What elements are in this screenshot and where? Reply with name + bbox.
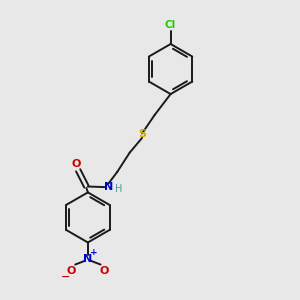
Text: N: N (104, 182, 113, 192)
Text: O: O (67, 266, 76, 276)
Text: H: H (115, 184, 122, 194)
Text: O: O (72, 159, 81, 169)
Text: +: + (90, 248, 98, 257)
Text: −: − (61, 272, 70, 282)
Text: Cl: Cl (165, 20, 176, 31)
Text: O: O (99, 266, 109, 276)
Text: N: N (83, 254, 92, 264)
Text: S: S (138, 128, 146, 139)
